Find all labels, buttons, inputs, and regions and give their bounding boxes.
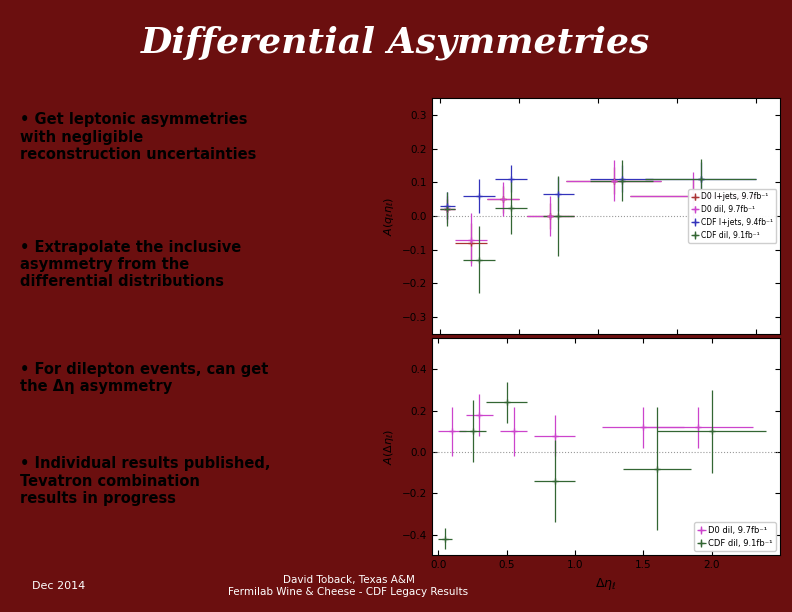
Text: • Extrapolate the inclusive
asymmetry from the
differential distributions: • Extrapolate the inclusive asymmetry fr… [20, 239, 241, 289]
X-axis label: $\Delta\eta_\ell$: $\Delta\eta_\ell$ [595, 576, 617, 592]
Legend: D0 dil, 9.7fb⁻¹, CDF dil, 9.1fb⁻¹: D0 dil, 9.7fb⁻¹, CDF dil, 9.1fb⁻¹ [694, 522, 776, 551]
Text: • Individual results published,
Tevatron combination
results in progress: • Individual results published, Tevatron… [20, 457, 270, 506]
Text: David Toback, Texas A&M
Fermilab Wine & Cheese - CDF Legacy Results: David Toback, Texas A&M Fermilab Wine & … [228, 575, 469, 597]
Text: Dec 2014: Dec 2014 [32, 581, 85, 591]
Legend: D0 l+jets, 9.7fb⁻¹, D0 dil, 9.7fb⁻¹, CDF l+jets, 9.4fb⁻¹, CDF dil, 9.1fb⁻¹: D0 l+jets, 9.7fb⁻¹, D0 dil, 9.7fb⁻¹, CDF… [688, 189, 776, 243]
Text: Differential Asymmetries: Differential Asymmetries [141, 25, 651, 60]
Text: • Get leptonic asymmetries
with negligible
reconstruction uncertainties: • Get leptonic asymmetries with negligib… [20, 113, 256, 162]
X-axis label: $q_\ell\eta_\ell$: $q_\ell\eta_\ell$ [593, 354, 619, 368]
Y-axis label: $A(q_\ell\eta_\ell)$: $A(q_\ell\eta_\ell)$ [382, 196, 396, 236]
Text: • For dilepton events, can get
the Δη asymmetry: • For dilepton events, can get the Δη as… [20, 362, 268, 395]
Y-axis label: $A(\Delta\eta_\ell)$: $A(\Delta\eta_\ell)$ [382, 429, 396, 465]
